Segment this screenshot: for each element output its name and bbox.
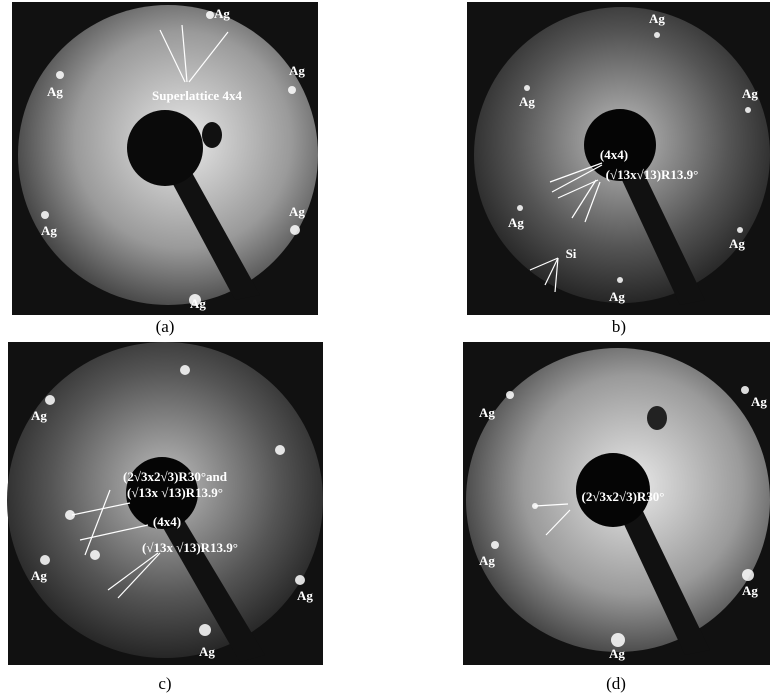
label: (√13x √13)R13.9° (127, 485, 223, 500)
label: Ag (31, 568, 47, 583)
label: Ag (479, 553, 495, 568)
label: Ag (31, 408, 47, 423)
caption: b) (612, 317, 626, 336)
diffraction-spot (199, 624, 211, 636)
diffraction-spot (517, 205, 523, 211)
panel-a: Ag Ag Ag Superlattice 4x4 Ag Ag Ag (a) (12, 2, 318, 336)
pattern-ellipse (647, 406, 667, 430)
panel-d: Ag Ag (2√3x2√3)R30° Ag Ag Ag (d) (463, 342, 770, 693)
diffraction-spot (506, 391, 514, 399)
label: Ag (729, 236, 745, 251)
diffraction-spot (617, 277, 623, 283)
caption: c) (158, 674, 171, 693)
label: Ag (41, 223, 57, 238)
label: Ag (649, 11, 665, 26)
label: Ag (508, 215, 524, 230)
label: Ag (47, 84, 63, 99)
panel-b: Ag Ag Ag (4x4) (√13x√13)R13.9° Ag Ag Si … (467, 2, 770, 336)
diffraction-spot (491, 541, 499, 549)
label: Ag (289, 204, 305, 219)
label: Ag (609, 289, 625, 304)
pattern-circle (127, 110, 203, 186)
caption: (d) (606, 674, 626, 693)
label: Ag (199, 644, 215, 659)
label: Ag (289, 63, 305, 78)
diffraction-spot (56, 71, 64, 79)
caption: (a) (156, 317, 175, 336)
diffraction-spot (45, 395, 55, 405)
diffraction-spot (275, 445, 285, 455)
diffraction-spot (180, 365, 190, 375)
diffraction-spot (741, 386, 749, 394)
label: (4x4) (153, 514, 181, 529)
label: Superlattice 4x4 (152, 88, 242, 103)
label: (2√3x2√3)R30°and (123, 469, 228, 484)
label: Ag (190, 296, 206, 311)
label: Ag (742, 583, 758, 598)
label: Si (566, 246, 577, 261)
panel-c: Ag (2√3x2√3)R30°and (√13x √13)R13.9° (4x… (7, 342, 323, 693)
label: Ag (609, 646, 625, 661)
diffraction-spot (611, 633, 625, 647)
diffraction-spot (295, 575, 305, 585)
label: (2√3x2√3)R30° (581, 489, 664, 504)
label: Ag (479, 405, 495, 420)
diffraction-spot (524, 85, 530, 91)
label: Ag (519, 94, 535, 109)
label: (√13x √13)R13.9° (142, 540, 238, 555)
diffraction-spot (742, 569, 754, 581)
label: (√13x√13)R13.9° (606, 167, 699, 182)
diffraction-spot (737, 227, 743, 233)
diffraction-spot (41, 211, 49, 219)
figure: Ag Ag Ag Superlattice 4x4 Ag Ag Ag (a) A… (0, 0, 771, 695)
label: Ag (742, 86, 758, 101)
diffraction-spot (90, 550, 100, 560)
diffraction-spot (290, 225, 300, 235)
label: Ag (214, 6, 230, 21)
diffraction-spot (288, 86, 296, 94)
diffraction-spot (745, 107, 751, 113)
label: Ag (751, 394, 767, 409)
diffraction-spot (206, 11, 214, 19)
label: Ag (297, 588, 313, 603)
diffraction-spot (654, 32, 660, 38)
label: (4x4) (600, 147, 628, 162)
diffraction-spot (40, 555, 50, 565)
pattern-ellipse (202, 122, 222, 148)
